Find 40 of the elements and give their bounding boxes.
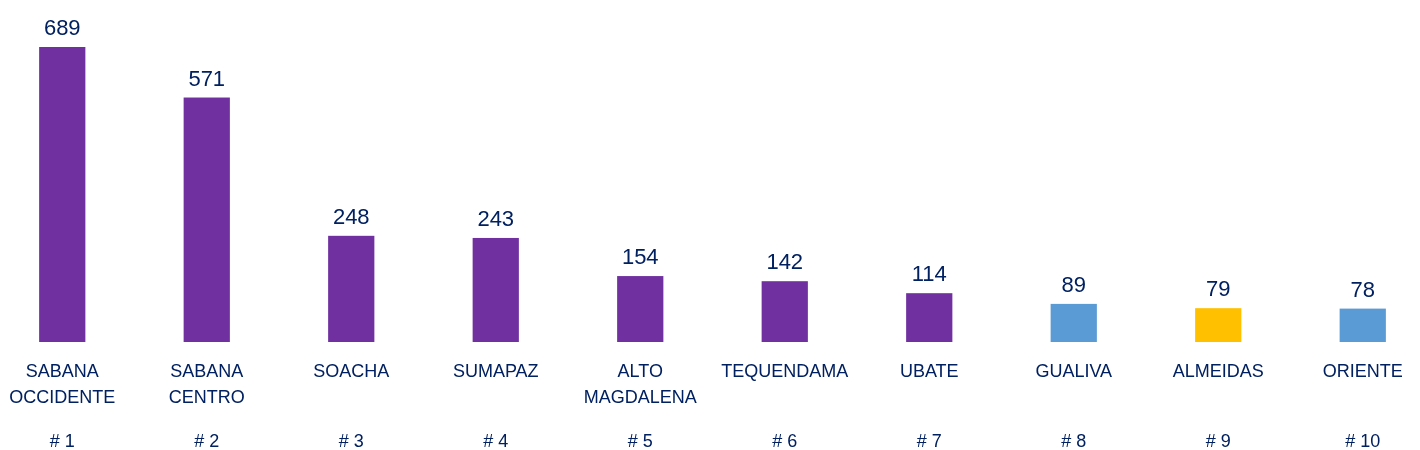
bar [183,97,230,342]
x-tick-label: SABANA CENTRO [168,361,245,407]
data-label: 114 [911,261,947,287]
bar [1339,308,1386,342]
text: # 5 [627,431,653,450]
bar [906,293,953,342]
text: # 3 [338,431,364,450]
x-tick-label: SOACHA [313,361,390,381]
data-label: 89 [1061,271,1086,297]
data-label: 142 [766,249,804,275]
x-tick-label: GUALIVA [1035,361,1113,381]
data-label: 689 [43,15,81,40]
bar [617,276,664,342]
bar [761,281,808,342]
data-label: 154 [621,244,659,270]
text: # 10 [1345,431,1381,450]
data-label: 79 [1206,276,1231,302]
x-tick-label: SUMAPAZ [452,361,539,381]
x-tick-label: ALTO MAGDALENA [583,361,697,407]
x-tick-label: SABANA OCCIDENTE [9,361,116,407]
text: # 8 [1061,431,1087,450]
text: # 4 [483,431,509,450]
x-tick-label: UBATE [899,361,959,381]
text: # 7 [916,431,942,450]
x-tick-label: ALMEIDAS [1172,361,1264,381]
data-label: 248 [332,203,370,229]
data-label: 571 [188,65,226,91]
text: # 6 [772,431,798,450]
x-tick-label: ORIENTE [1322,361,1403,381]
data-label: 243 [477,205,515,231]
bar [39,47,86,342]
text: # 1 [49,431,75,450]
bar [1050,303,1097,342]
text: # 9 [1205,431,1231,450]
data-label: 78 [1350,276,1375,302]
bar [472,237,519,342]
x-tick-label: TEQUENDAMA [721,361,849,381]
bar [328,235,375,342]
text: # 2 [194,431,220,450]
bar [1195,308,1242,342]
